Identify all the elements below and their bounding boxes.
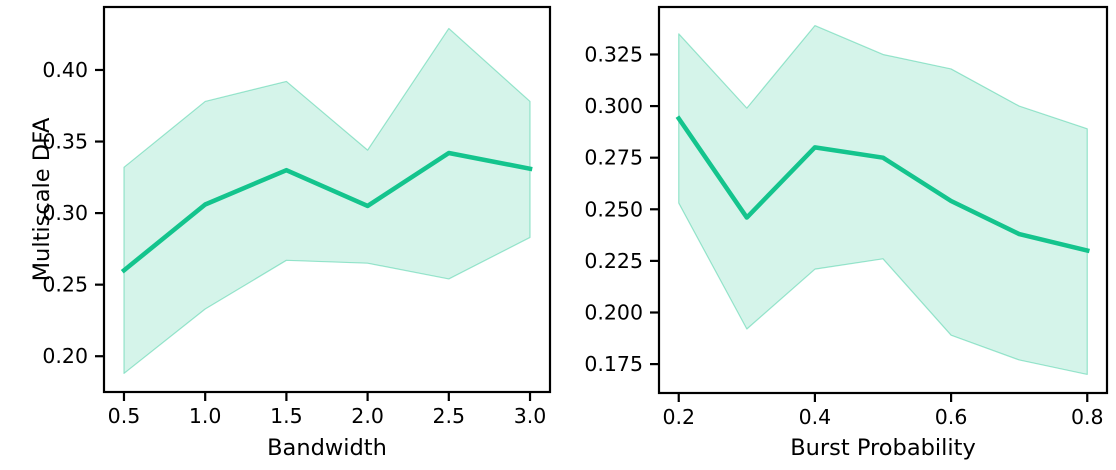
x-axis-label: Burst Probability xyxy=(790,435,976,461)
x-tick-label: 0.8 xyxy=(1071,405,1104,429)
x-tick-label: 0.5 xyxy=(108,404,141,428)
confidence-band xyxy=(678,24,1088,376)
y-tick-label: 0.250 xyxy=(584,197,643,221)
y-tick-label: 0.225 xyxy=(584,249,643,273)
y-tick-label: 0.300 xyxy=(584,94,643,118)
plot-border xyxy=(657,5,1109,395)
mean-line xyxy=(120,150,533,274)
x-tick-label: 2.5 xyxy=(433,404,466,428)
y-tick-label: 0.275 xyxy=(584,146,643,170)
plot-border xyxy=(102,5,552,394)
mean-line xyxy=(675,115,1090,254)
y-tick-label: 0.30 xyxy=(42,201,88,225)
x-tick-label: 0.4 xyxy=(799,405,832,429)
bandwidth-chart: 0.5 1.0 1.5 2.0 2.5 3.0 0.20 0.25 0.30 0.35 0.40 xyxy=(42,5,552,428)
x-tick-label: 0.2 xyxy=(662,405,695,429)
y-tick-label: 0.35 xyxy=(42,130,88,154)
x-tick-label: 1.0 xyxy=(189,404,222,428)
x-tick-label: 1.5 xyxy=(270,404,303,428)
y-tick-label: 0.175 xyxy=(584,352,643,376)
y-tick-label: 0.200 xyxy=(584,300,643,324)
burst-probability-chart: 0.2 0.4 0.6 0.8 0.175 0.200 0.225 0.250 0.275 0.3… xyxy=(584,5,1109,429)
x-tick-label: 3.0 xyxy=(514,404,547,428)
x-axis-label: Bandwidth xyxy=(267,435,387,461)
y-axis-label: Multiscale DFA xyxy=(29,117,55,281)
x-tick-label: 0.6 xyxy=(935,405,968,429)
x-tick-label: 2.0 xyxy=(351,404,384,428)
confidence-band xyxy=(123,27,531,374)
y-tick-label: 0.325 xyxy=(584,42,643,66)
y-tick-label: 0.20 xyxy=(42,344,88,368)
y-tick-label: 0.25 xyxy=(42,273,88,297)
y-tick-label: 0.40 xyxy=(42,58,88,82)
